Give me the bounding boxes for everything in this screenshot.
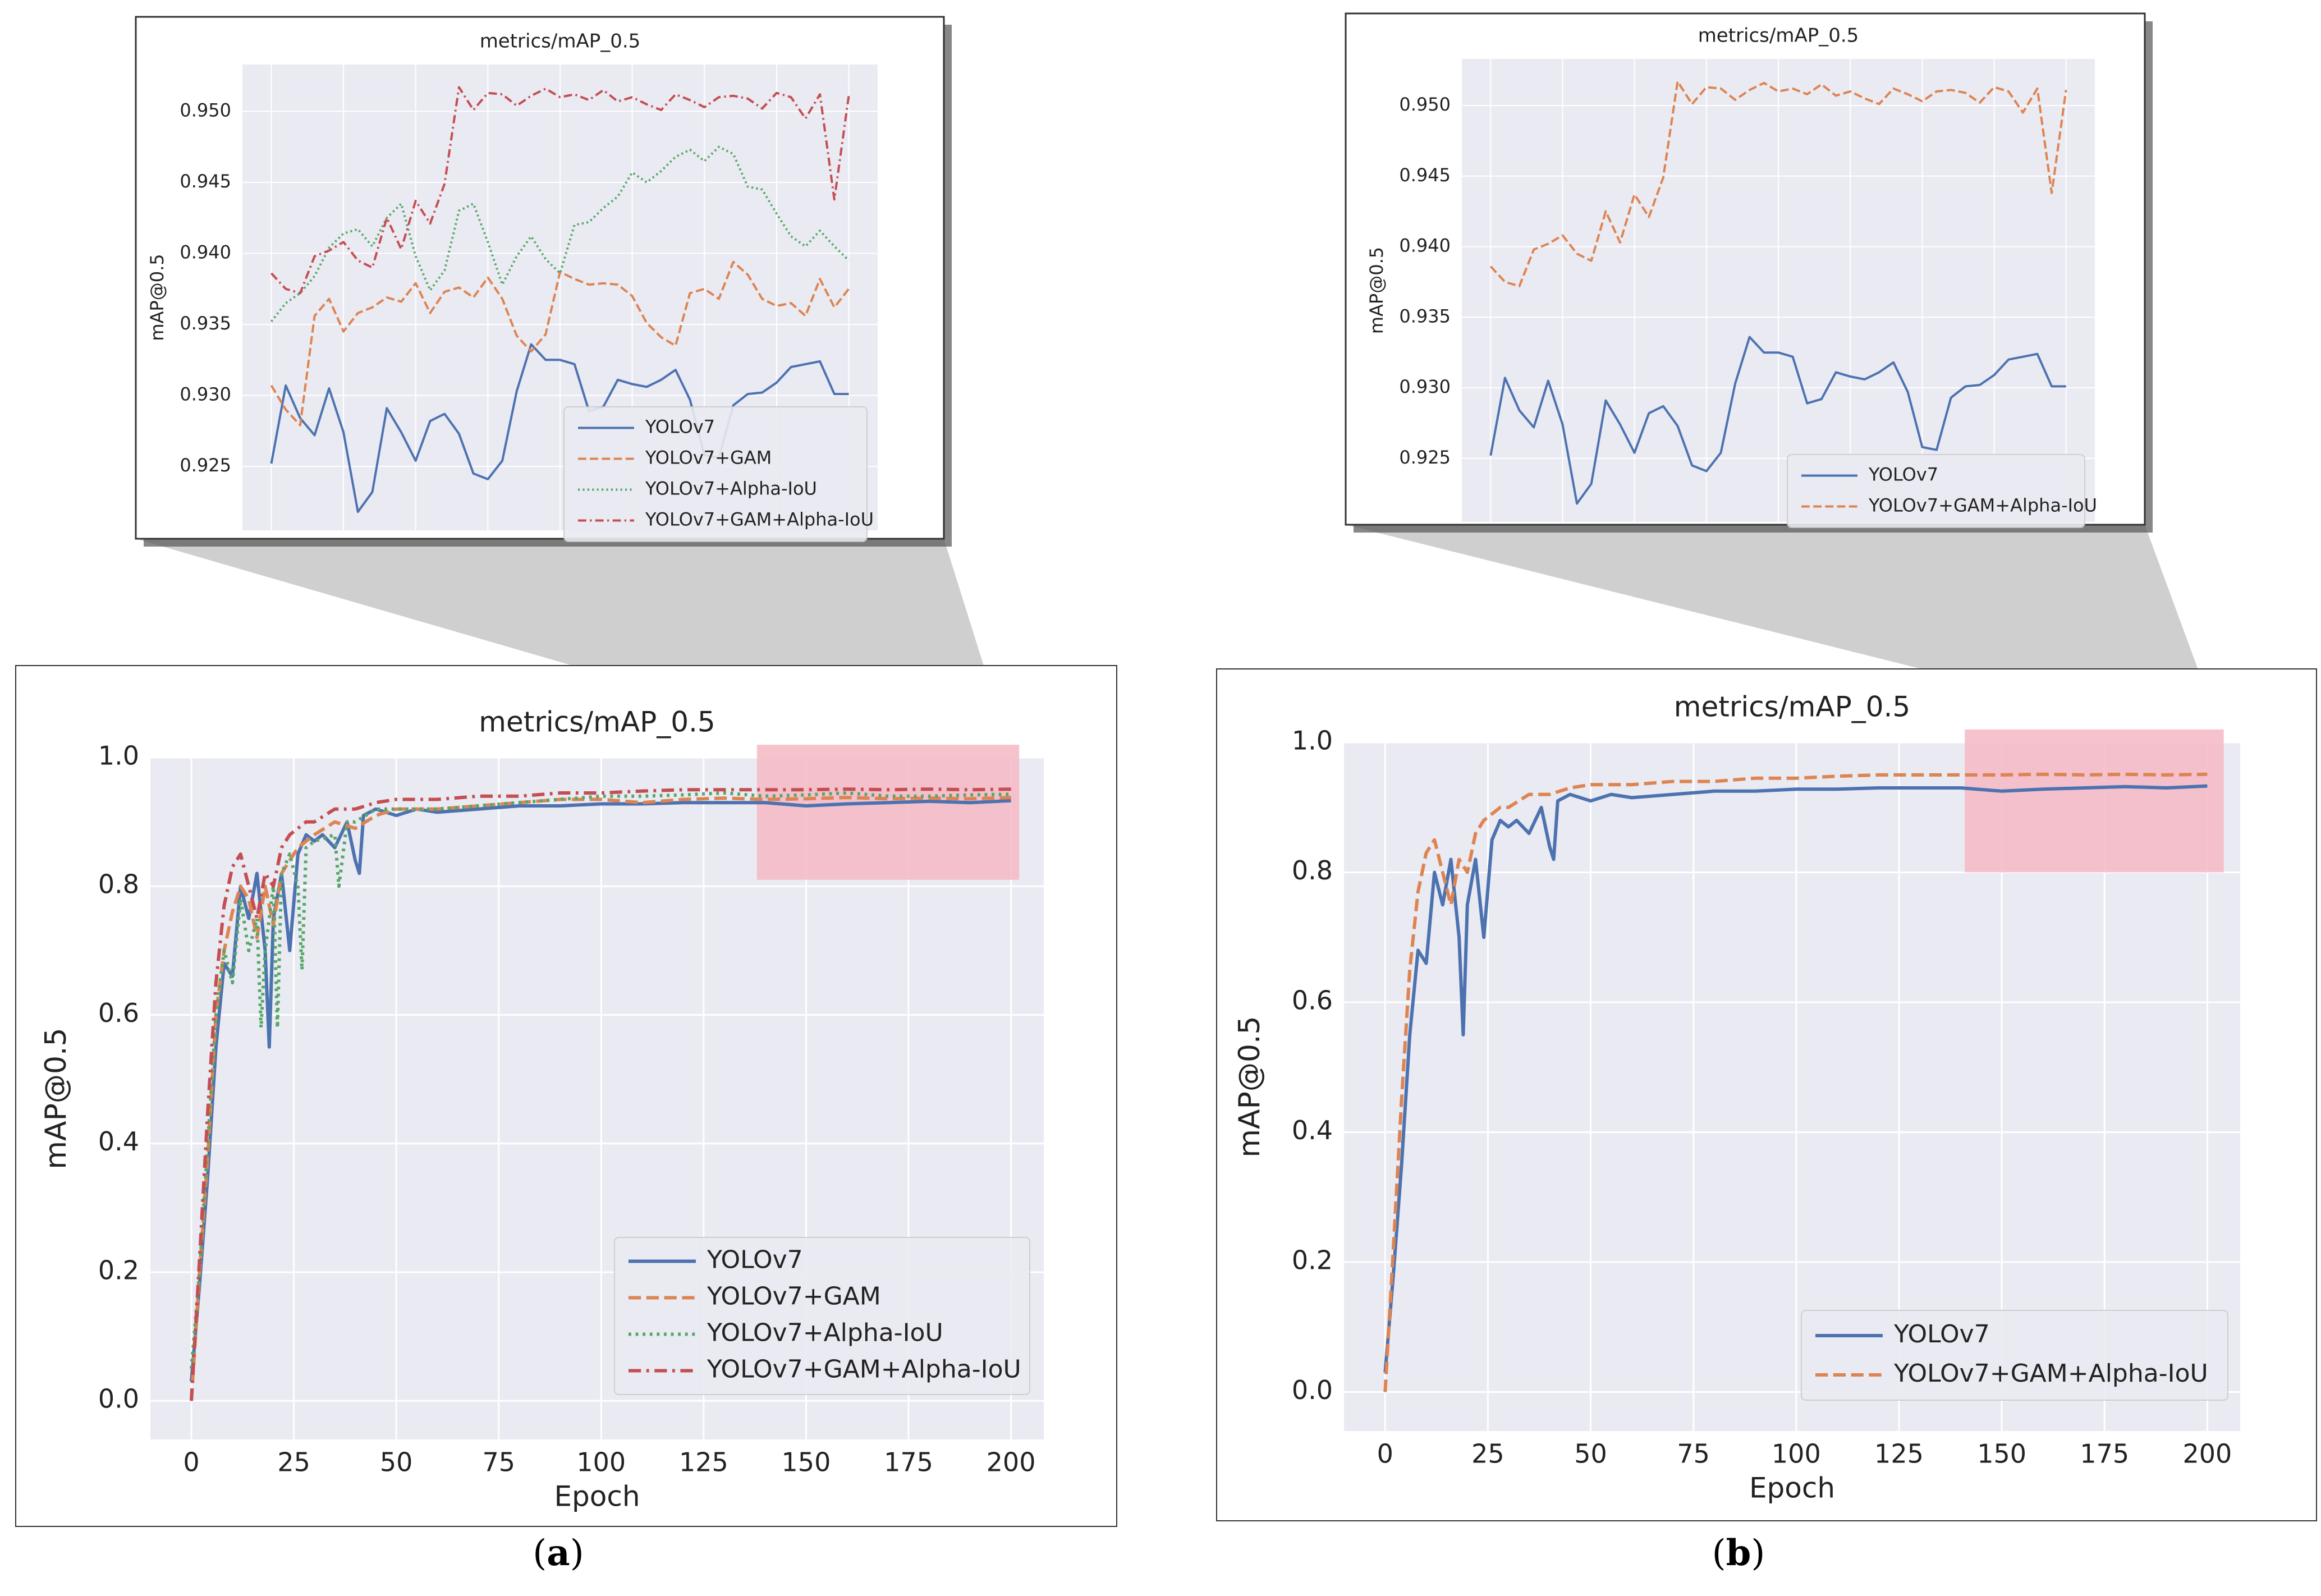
x-tick-label: 150 xyxy=(782,1447,831,1478)
x-tick-label: 200 xyxy=(2182,1439,2232,1469)
series-line-yolov7-gam-alpha-iou xyxy=(1383,772,2208,1392)
caption-b-letter: b xyxy=(1726,1532,1751,1574)
legend-label: YOLOv7 xyxy=(645,416,715,438)
y-tick-label: 1.0 xyxy=(98,741,139,771)
legend-label: YOLOv7+GAM+Alpha-IoU xyxy=(707,1355,1021,1384)
y-tick-label: 0.0 xyxy=(1292,1375,1333,1405)
chart-b-main: 0.0 0.2 0.4 0.6 0.8 1.0 0 25 50 75 100 125 150 175 200… xyxy=(1216,668,2317,1521)
chart-title: metrics/mAP_0.5 xyxy=(479,706,715,739)
y-tick-label: 0.940 xyxy=(180,242,231,263)
y-tick-label: 0.0 xyxy=(98,1384,139,1414)
x-axis-label: Epoch xyxy=(1749,1472,1835,1505)
x-tick-label: 175 xyxy=(2080,1439,2129,1469)
x-tick-label: 0 xyxy=(183,1447,199,1478)
x-tick-label: 125 xyxy=(1874,1439,1924,1469)
series-line-yolov7-gam-alpha-iou xyxy=(270,86,850,295)
y-tick-label: 0.945 xyxy=(180,171,231,192)
legend-label: YOLOv7+GAM xyxy=(707,1282,881,1311)
x-axis-label: Epoch xyxy=(554,1480,640,1513)
legend-box xyxy=(614,1237,1030,1395)
y-tick-label: 0.925 xyxy=(180,455,231,476)
y-tick-label: 0.6 xyxy=(1292,985,1333,1016)
y-tick-label: 0.8 xyxy=(98,869,139,900)
series-line-yolov7-gam-alpha-iou xyxy=(1489,80,2067,287)
y-tick-label: 0.950 xyxy=(1399,94,1451,115)
x-tick-label: 175 xyxy=(884,1447,933,1478)
x-tick-label: 100 xyxy=(1772,1439,1821,1469)
series-line-yolov7 xyxy=(270,343,849,513)
y-axis-label: mAP@0.5 xyxy=(1233,1016,1267,1157)
zoom-highlight-region xyxy=(756,745,1020,880)
legend-label: YOLOv7 xyxy=(1893,1320,1990,1349)
y-tick-label: 0.4 xyxy=(1292,1115,1333,1145)
chart-a-main: 0.0 0.2 0.4 0.6 0.8 1.0 0 25 50 75 100 125 150 175 200… xyxy=(15,665,1117,1527)
y-axis-label: mAP@0.5 xyxy=(146,254,168,341)
y-tick-label: 0.940 xyxy=(1399,235,1451,256)
x-tick-label: 150 xyxy=(1977,1439,2026,1469)
y-tick-label: 0.935 xyxy=(180,313,231,334)
y-tick-label: 0.925 xyxy=(1399,447,1451,468)
y-tick-label: 0.930 xyxy=(1399,376,1451,397)
series-line-yolov7-alpha-iou xyxy=(270,145,850,323)
y-tick-label: 0.935 xyxy=(1399,305,1451,327)
series-line-yolov7-gam xyxy=(270,260,850,426)
x-tick-label: 200 xyxy=(987,1447,1036,1478)
x-tick-label: 50 xyxy=(380,1447,413,1478)
legend-label: YOLOv7 xyxy=(1868,464,1938,485)
chart-title: metrics/mAP_0.5 xyxy=(480,30,641,53)
caption-b: (b) xyxy=(1712,1532,1765,1574)
legend-box xyxy=(1787,454,2085,528)
legend-label: YOLOv7+GAM+Alpha-IoU xyxy=(1868,495,2097,516)
series-line-yolov7 xyxy=(1489,336,2066,505)
charts-layer: 0.0 0.2 0.4 0.6 0.8 1.0 0 25 50 75 100 125 150 175 200… xyxy=(15,12,2317,1527)
chart-a-inset: 0.925 0.930 0.935 0.940 0.945 0.950 metrics/mA… xyxy=(135,16,952,547)
x-tick-label: 75 xyxy=(482,1447,515,1478)
series-line-yolov7-gam xyxy=(190,796,1011,1401)
x-tick-label: 25 xyxy=(1471,1439,1504,1469)
y-tick-label: 0.2 xyxy=(98,1255,139,1285)
series-line-yolov7-alpha-iou xyxy=(190,791,1011,1369)
y-axis-label: mAP@0.5 xyxy=(39,1028,73,1169)
legend-label: YOLOv7+Alpha-IoU xyxy=(707,1319,943,1347)
legend-label: YOLOv7+GAM xyxy=(645,447,772,469)
y-tick-label: 0.945 xyxy=(1399,164,1451,186)
y-axis-label: mAP@0.5 xyxy=(1366,247,1387,334)
x-tick-label: 0 xyxy=(1377,1439,1393,1469)
legend-label: YOLOv7 xyxy=(707,1246,803,1274)
legend-label: YOLOv7+GAM+Alpha-IoU xyxy=(645,509,874,530)
caption-a: (a) xyxy=(533,1532,584,1574)
legend-label: YOLOv7+Alpha-IoU xyxy=(645,478,817,499)
y-tick-label: 1.0 xyxy=(1292,726,1333,756)
y-tick-label: 0.4 xyxy=(98,1126,139,1157)
zoom-highlight-region xyxy=(1965,729,2224,873)
x-tick-label: 25 xyxy=(277,1447,310,1478)
legend-label: YOLOv7+GAM+Alpha-IoU xyxy=(1893,1359,2208,1388)
series-line-yolov7 xyxy=(190,799,1011,1382)
y-tick-label: 0.2 xyxy=(1292,1245,1333,1276)
chart-b-inset: 0.925 0.930 0.935 0.940 0.945 0.950 metrics/mA… xyxy=(1345,12,2153,533)
chart-title: metrics/mAP_0.5 xyxy=(1674,691,1910,723)
x-tick-label: 100 xyxy=(576,1447,626,1478)
x-tick-label: 125 xyxy=(679,1447,728,1478)
series-line-yolov7 xyxy=(1383,784,2208,1373)
caption-a-letter: a xyxy=(547,1532,570,1574)
y-tick-label: 0.930 xyxy=(180,384,231,405)
x-tick-label: 50 xyxy=(1574,1439,1607,1469)
legend-box xyxy=(563,406,868,542)
y-tick-label: 0.950 xyxy=(180,100,231,121)
legend-box xyxy=(1801,1310,2228,1401)
y-tick-label: 0.8 xyxy=(1292,855,1333,886)
series-line-yolov7-gam-alpha-iou xyxy=(190,787,1011,1401)
x-tick-label: 75 xyxy=(1677,1439,1710,1469)
y-tick-label: 0.6 xyxy=(98,998,139,1028)
chart-title: metrics/mAP_0.5 xyxy=(1698,25,1859,47)
